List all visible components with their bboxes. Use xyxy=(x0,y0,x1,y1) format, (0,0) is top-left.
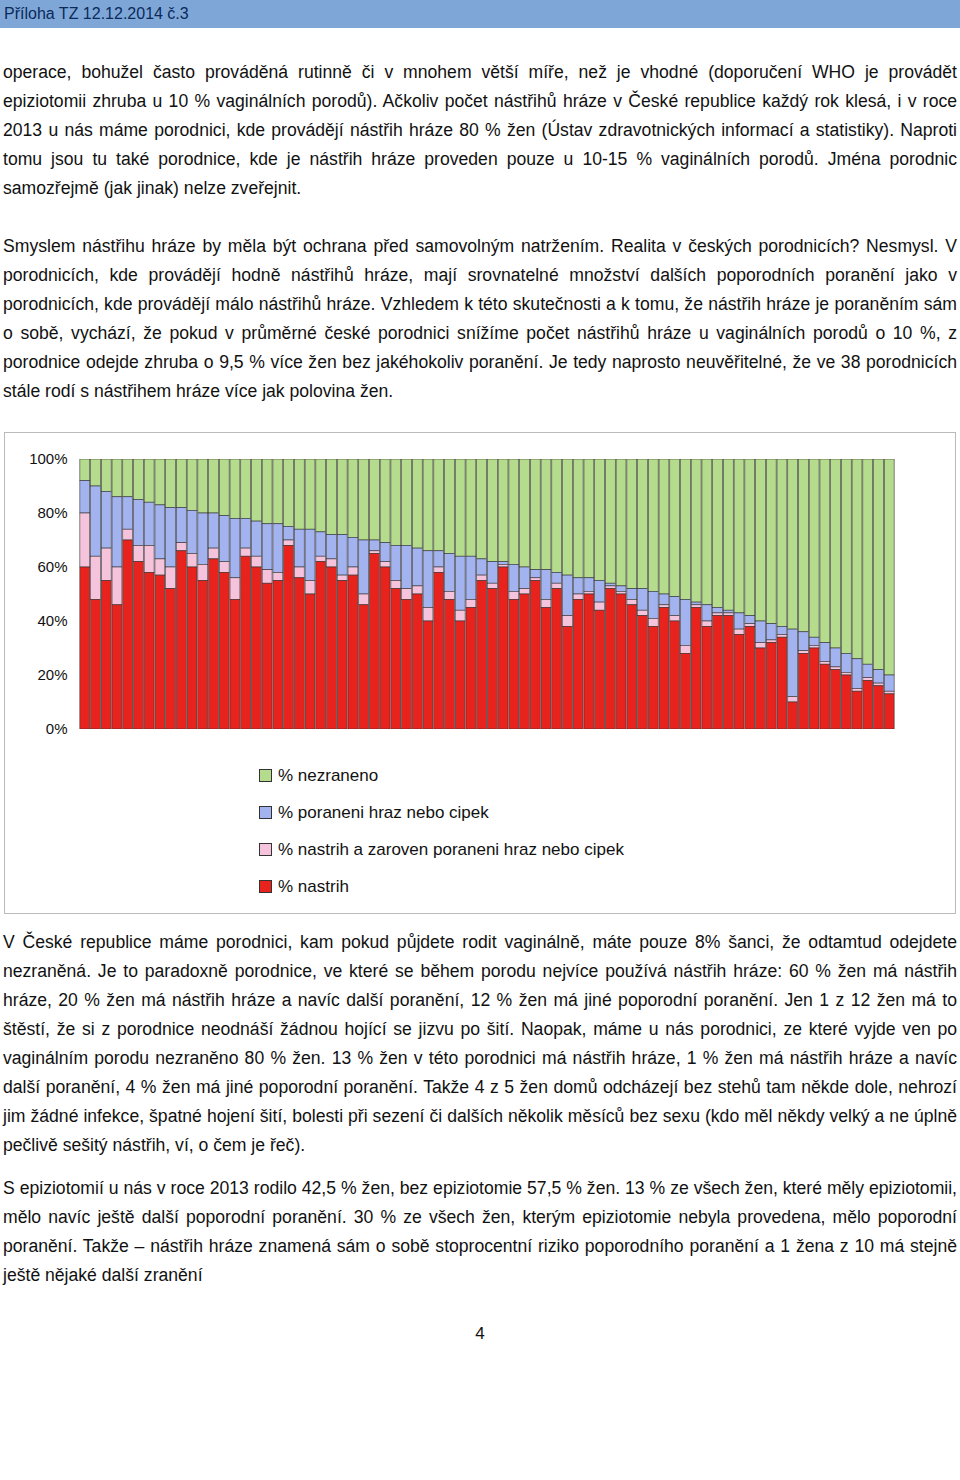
html-text:V České republice máme porodni: V České republice máme porodnici, kam po… xyxy=(3,932,957,1155)
html-text:Smyslem nástřihu hráze by měla: Smyslem nástřihu hráze by měla být ochra… xyxy=(3,236,957,401)
svg-text:100%: 100% xyxy=(29,450,67,467)
svg-text:40%: 40% xyxy=(37,612,67,629)
html-text:% poraneni hraz nebo cipek: % poraneni hraz nebo cipek xyxy=(278,802,489,822)
svg-text:20%: 20% xyxy=(37,666,67,683)
html-text:Příloha TZ 12.12.2014 č.3: Příloha TZ 12.12.2014 č.3 xyxy=(4,5,189,22)
html-text:operace, bohužel často provádě: operace, bohužel často prováděná rutinně… xyxy=(3,62,957,198)
html-text:% nastrih: % nastrih xyxy=(278,876,349,896)
html-text:4: 4 xyxy=(475,1324,485,1343)
html-text:% nastrih a zaroven poraneni h: % nastrih a zaroven poraneni hraz nebo c… xyxy=(278,839,624,859)
html-text:% nezraneno: % nezraneno xyxy=(278,765,379,785)
svg-text:0%: 0% xyxy=(46,720,68,737)
html-text:S epiziotomií u nás v roce 201: S epiziotomií u nás v roce 2013 rodilo 4… xyxy=(3,1178,957,1285)
svg-text:60%: 60% xyxy=(37,558,67,575)
svg-text:80%: 80% xyxy=(37,504,67,521)
